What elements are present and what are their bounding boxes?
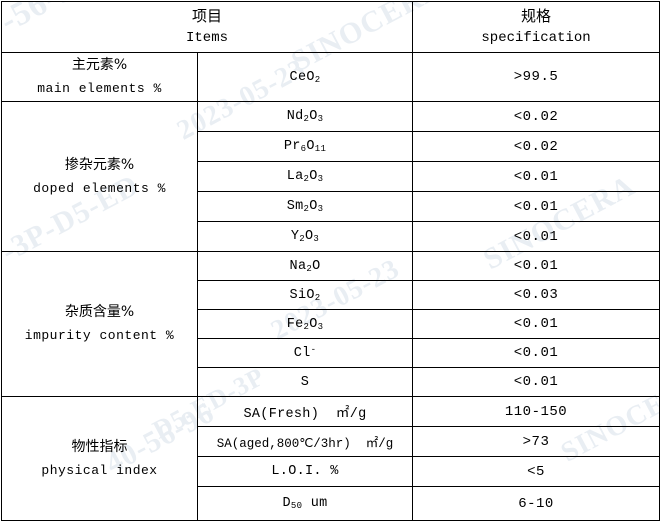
spec-cell: <0.01 [412,251,660,281]
spec-cell: <0.03 [412,280,660,310]
table-row: Sm2O3 <0.01 [2,191,660,222]
group-label-cn: 主元素% [71,57,128,73]
table-header-row: 项目 Items 规格 specification [0,1,660,53]
item-cell: Y2O3 [196,221,414,252]
table-row: Fe2O3 <0.01 [2,309,660,339]
item-cell: Pr6O11 [196,131,414,162]
spec-cell: 110-150 [412,396,660,427]
header-cell-specification: 规格 specification [412,1,660,53]
table-row: SiO2 <0.03 [2,280,660,310]
header-items-cn: 项目 [192,7,223,25]
item-cell: Na2O [196,251,414,281]
group-label-impurity-content: 杂质含量% impurity content % [1,251,198,397]
header-spec-cn: 规格 [521,7,552,25]
item-cell: L.O.I. % [196,456,414,487]
item-cell: Sm2O3 [196,191,414,222]
item-cell: SiO2 [196,280,414,310]
item-cell: D50 um [196,486,414,521]
table-row: Pr6O11 <0.02 [2,131,660,162]
group-label-en: main elements % [37,81,162,96]
table-row: 主元素% main elements % CeO2 >99.5 [1,52,660,102]
table-row: SA(aged,800℃/3hr) ㎡/g >73 [2,426,660,457]
table-row: S <0.01 [2,367,660,397]
group-label-en: physical index [41,462,158,478]
table-row: 物性指标 physical index SA(Fresh) ㎡/g 110-15… [1,396,660,521]
item-cell: Cl- [196,338,414,368]
group-label-physical-index: 物性指标 physical index [1,396,198,521]
header-cell-items: 项目 Items [0,1,414,53]
spec-cell: >73 [412,426,660,457]
group-label-main-elements: 主元素% main elements % [1,52,198,102]
spec-cell: <0.01 [412,221,660,252]
header-spec-en: specification [481,30,591,46]
spec-cell: <0.01 [412,161,660,192]
spec-cell: <0.01 [412,338,660,368]
spec-cell: <0.02 [412,101,660,132]
item-cell: SA(Fresh) ㎡/g [196,396,414,427]
header-items-en: Items [186,30,229,46]
item-cell: SA(aged,800℃/3hr) ㎡/g [196,426,414,457]
spec-cell: <0.01 [412,367,660,397]
item-cell: S [196,367,414,397]
group-label-cn: 杂质含量% [64,304,135,320]
group-label-en: impurity content % [24,328,175,343]
table-row: 掺杂元素% doped elements % Nd2O3 <0.02 [1,101,660,252]
spec-cell: 6-10 [412,486,660,521]
spec-cell: >99.5 [412,52,660,102]
spec-cell: <0.01 [412,191,660,222]
item-cell: Fe2O3 [196,309,414,339]
group-label-doped-elements: 掺杂元素% doped elements % [1,101,198,252]
table-row: Y2O3 <0.01 [2,221,660,252]
item-cell: CeO2 [196,52,414,102]
item-cell: La2O3 [196,161,414,192]
spec-cell: <5 [412,456,660,487]
table-row: 杂质含量% impurity content % Na2O <0.01 [1,251,660,397]
group-label-cn: 掺杂元素% [64,156,135,173]
group-label-cn: 物性指标 [71,438,128,455]
spec-cell: <0.01 [412,309,660,339]
spec-cell: <0.02 [412,131,660,162]
group-label-en: doped elements % [33,180,166,196]
item-cell: Nd2O3 [196,101,414,132]
